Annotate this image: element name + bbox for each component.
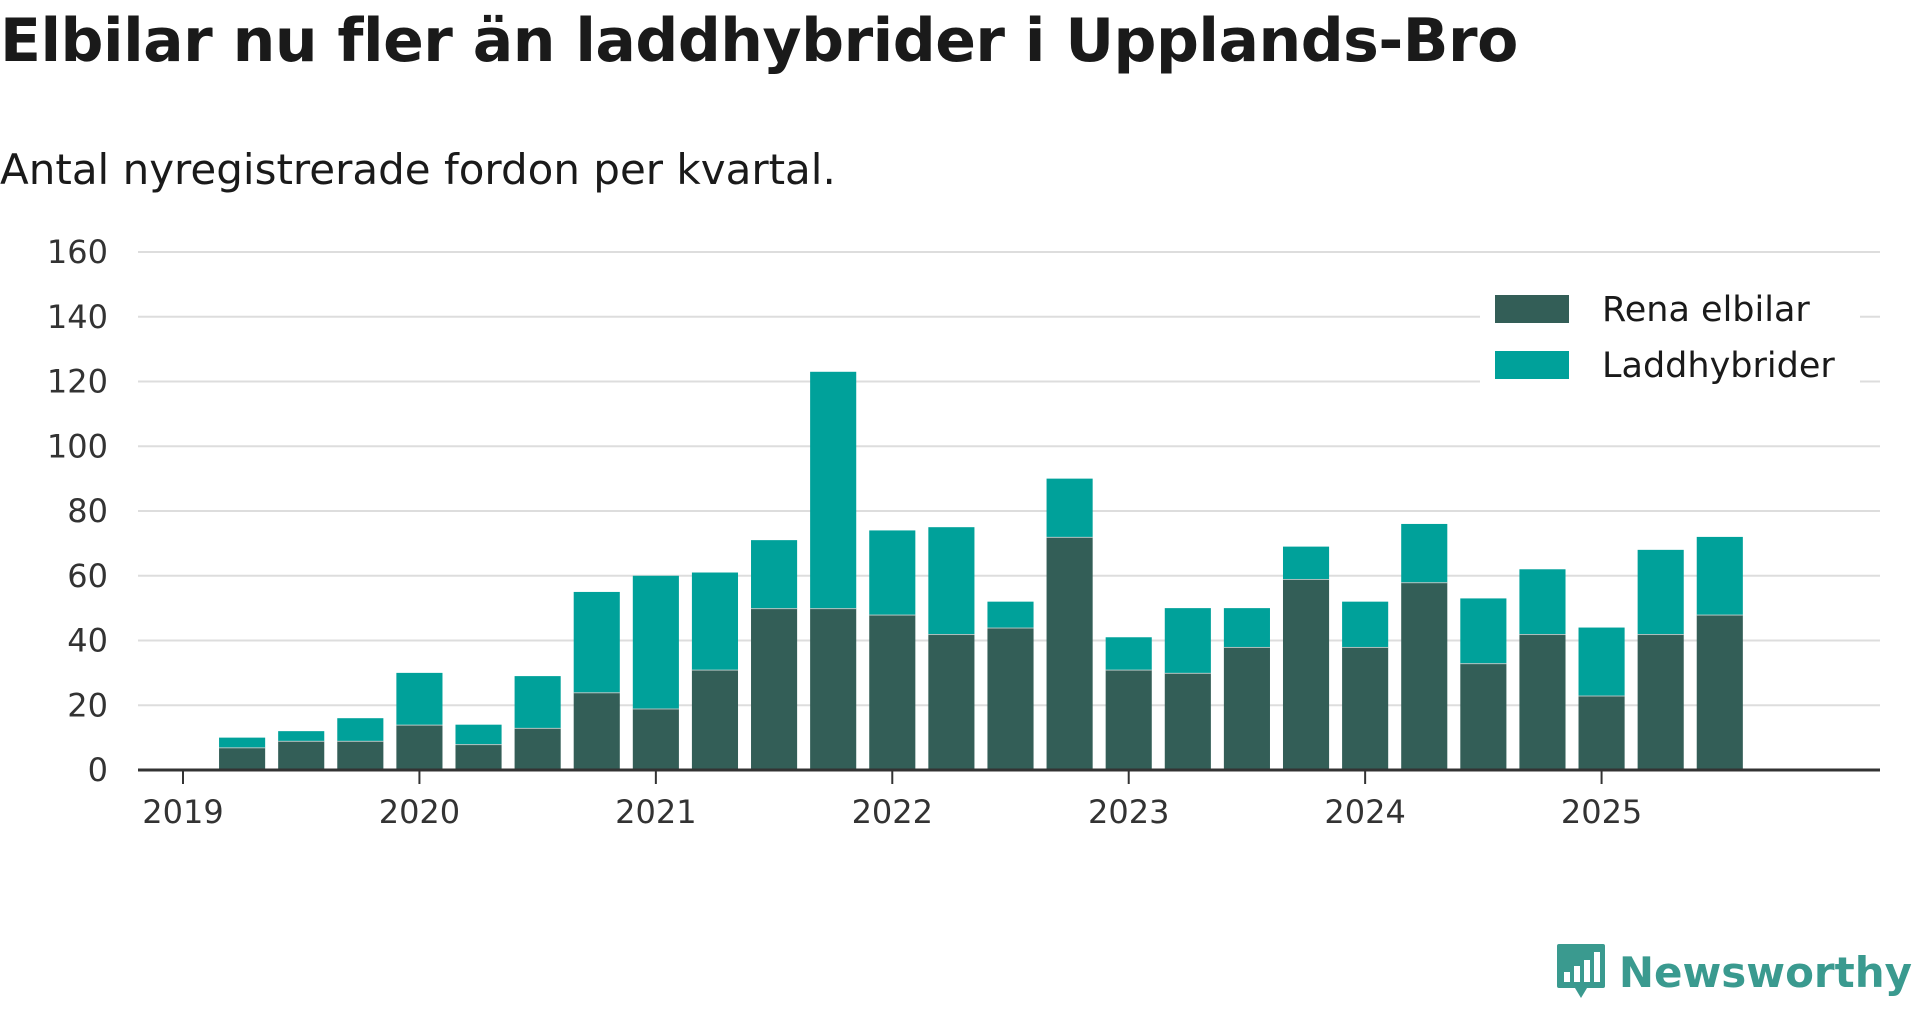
legend: Rena elbilar Laddhybrider bbox=[1480, 288, 1860, 392]
bar-laddhybrider-2019-q4 bbox=[337, 718, 384, 741]
bar-laddhybrider-2024-q4 bbox=[1519, 569, 1566, 635]
x-tick-label-2023: 2023 bbox=[1088, 793, 1169, 831]
bar-rena-elbilar-2024-q2 bbox=[1401, 582, 1448, 770]
x-tick-label-2019: 2019 bbox=[142, 793, 223, 831]
bar-rena-elbilar-2024-q1 bbox=[1342, 646, 1389, 770]
y-tick-label-80: 80 bbox=[67, 492, 108, 530]
bar-rena-elbilar-2021-q2 bbox=[691, 669, 739, 770]
y-tick-label-20: 20 bbox=[67, 686, 108, 724]
y-tick-label-140: 140 bbox=[47, 298, 108, 336]
chart-title: Elbilar nu fler än laddhybrider i Upplan… bbox=[0, 6, 1518, 76]
bar-rena-elbilar-2020-q1 bbox=[396, 724, 443, 770]
y-axis-ticks: 0 20 40 60 80 100 120 140 160 bbox=[47, 233, 108, 789]
bar-laddhybrider-2019-q2 bbox=[219, 737, 266, 748]
bar-rena-elbilar-2019-q4 bbox=[337, 740, 384, 770]
bar-rena-elbilar-2022-q4 bbox=[1046, 536, 1093, 770]
bar-laddhybrider-2025-q1 bbox=[1578, 627, 1625, 696]
y-tick-label-0: 0 bbox=[88, 751, 108, 789]
bar-separator bbox=[1637, 633, 1684, 636]
bar-rena-elbilar-2020-q4 bbox=[573, 692, 620, 770]
brand: Newsworthy bbox=[1555, 942, 1912, 1002]
bar-laddhybrider-2020-q3 bbox=[514, 676, 561, 728]
bar-rena-elbilar-2024-q3 bbox=[1460, 663, 1507, 770]
legend-label-rena-elbilar: Rena elbilar bbox=[1602, 290, 1810, 330]
brand-name: Newsworthy bbox=[1618, 947, 1912, 997]
bar-rena-elbilar-2023-q2 bbox=[1164, 672, 1211, 770]
bar-laddhybrider-2022-q1 bbox=[869, 530, 916, 615]
bar-rena-elbilar-2019-q2 bbox=[219, 747, 266, 770]
bar-rena-elbilar-2021-q1 bbox=[632, 708, 679, 770]
bar-rena-elbilar-2025-q2 bbox=[1637, 634, 1684, 770]
bar-rena-elbilar-2021-q3 bbox=[751, 608, 798, 770]
bar-laddhybrider-2025-q3 bbox=[1696, 536, 1743, 615]
bar-rena-elbilar-2019-q3 bbox=[278, 740, 325, 770]
bar-laddhybrider-2023-q3 bbox=[1223, 608, 1270, 647]
x-tick-label-2022: 2022 bbox=[852, 793, 933, 831]
bar-laddhybrider-2022-q3 bbox=[987, 601, 1034, 628]
y-tick-label-60: 60 bbox=[67, 557, 108, 595]
newsworthy-logo-icon bbox=[1556, 944, 1605, 998]
y-tick-label-40: 40 bbox=[67, 622, 108, 660]
bar-laddhybrider-2021-q2 bbox=[691, 572, 739, 670]
bar-rena-elbilar-2025-q3 bbox=[1696, 614, 1743, 770]
bar-rena-elbilar-2020-q3 bbox=[514, 727, 561, 770]
legend-swatch-rena-elbilar bbox=[1495, 295, 1569, 323]
bar-laddhybrider-2022-q2 bbox=[928, 527, 975, 635]
bar-laddhybrider-2023-q1 bbox=[1105, 637, 1152, 670]
bar-laddhybrider-2020-q4 bbox=[573, 591, 620, 693]
bar-laddhybrider-2023-q4 bbox=[1282, 546, 1330, 579]
legend-label-laddhybrider: Laddhybrider bbox=[1602, 346, 1835, 386]
bar-rena-elbilar-2022-q3 bbox=[987, 627, 1034, 770]
bar-laddhybrider-2024-q2 bbox=[1401, 523, 1448, 583]
bar-rena-elbilar-2023-q4 bbox=[1282, 578, 1330, 770]
x-tick-label-2020: 2020 bbox=[379, 793, 460, 831]
legend-swatch-laddhybrider bbox=[1495, 351, 1569, 379]
bar-laddhybrider-2022-q4 bbox=[1046, 478, 1093, 537]
bar-rena-elbilar-2024-q4 bbox=[1519, 634, 1566, 770]
bar-laddhybrider-2024-q3 bbox=[1460, 598, 1507, 664]
bar-rena-elbilar-2022-q2 bbox=[928, 634, 975, 770]
bar-rena-elbilar-2022-q1 bbox=[869, 614, 916, 770]
bar-laddhybrider-2025-q2 bbox=[1637, 549, 1684, 635]
bars bbox=[219, 371, 1743, 770]
x-tick-label-2021: 2021 bbox=[615, 793, 696, 831]
bar-rena-elbilar-2020-q2 bbox=[455, 744, 502, 770]
bar-laddhybrider-2024-q1 bbox=[1342, 601, 1389, 647]
bar-rena-elbilar-2023-q1 bbox=[1105, 669, 1152, 770]
x-tick-label-2025: 2025 bbox=[1561, 793, 1642, 831]
bar-laddhybrider-2019-q3 bbox=[278, 731, 325, 741]
bar-laddhybrider-2020-q1 bbox=[396, 672, 443, 725]
bar-laddhybrider-2021-q1 bbox=[632, 575, 679, 709]
y-tick-label-100: 100 bbox=[47, 427, 108, 465]
bar-laddhybrider-2021-q3 bbox=[751, 540, 798, 609]
bar-rena-elbilar-2021-q4 bbox=[810, 608, 857, 770]
bar-laddhybrider-2020-q2 bbox=[455, 724, 502, 745]
bar-laddhybrider-2021-q4 bbox=[810, 371, 857, 609]
x-tick-label-2024: 2024 bbox=[1324, 793, 1405, 831]
y-tick-label-120: 120 bbox=[47, 363, 108, 401]
x-axis-ticks: 2019 2020 2021 2022 2023 2024 2025 bbox=[142, 770, 1642, 831]
bar-laddhybrider-2023-q2 bbox=[1164, 608, 1211, 673]
chart-subtitle: Antal nyregistrerade fordon per kvartal. bbox=[0, 145, 836, 194]
bar-rena-elbilar-2023-q3 bbox=[1223, 646, 1270, 770]
y-tick-label-160: 160 bbox=[47, 233, 108, 271]
bar-rena-elbilar-2025-q1 bbox=[1578, 695, 1625, 770]
